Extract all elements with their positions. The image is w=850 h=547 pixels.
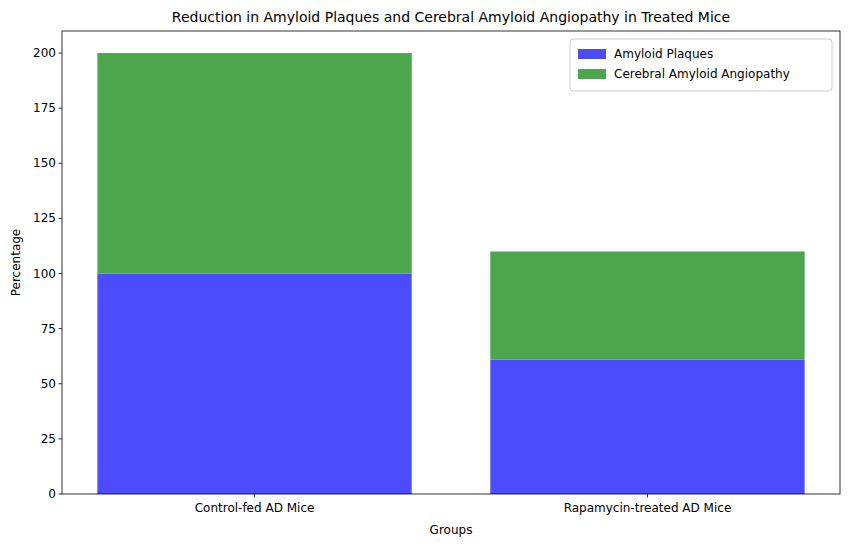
y-tick xyxy=(59,108,63,109)
y-tick xyxy=(59,383,63,384)
title: Reduction in Amyloid Plaques and Cerebra… xyxy=(172,9,730,25)
bar xyxy=(490,251,804,359)
y-axis-label: Percentage xyxy=(9,229,23,297)
x-tick-label: Rapamycin-treated AD Mice xyxy=(564,501,732,515)
y-tick-label: 50 xyxy=(41,377,56,391)
y-tick xyxy=(59,438,63,439)
y-tick xyxy=(59,218,63,219)
y-tick-label: 200 xyxy=(33,46,56,60)
y-tick-label: 75 xyxy=(41,322,56,336)
bar xyxy=(97,53,411,273)
x-axis-label: Groups xyxy=(430,523,473,537)
background xyxy=(0,0,850,547)
y-tick xyxy=(59,328,63,329)
y-tick xyxy=(59,273,63,274)
y-tick xyxy=(59,163,63,164)
bars xyxy=(97,53,804,494)
y-tick-label: 0 xyxy=(48,487,56,501)
y-tick-label: 25 xyxy=(41,432,56,446)
bar xyxy=(490,360,804,494)
y-tick xyxy=(59,494,63,495)
legend-box xyxy=(570,39,832,91)
x-tick xyxy=(254,494,255,498)
bar xyxy=(97,274,411,494)
x-tick-label: Control-fed AD Mice xyxy=(195,501,315,515)
legend-label: Amyloid Plaques xyxy=(614,47,713,61)
legend-swatch xyxy=(578,49,606,59)
plot-frame xyxy=(62,31,840,494)
legend: Amyloid Plaques Cerebral Amyloid Angiopat… xyxy=(570,39,832,91)
y-tick-label: 125 xyxy=(33,211,56,225)
y-tick-label: 175 xyxy=(33,101,56,115)
y-tick-label: 150 xyxy=(33,156,56,170)
legend-label: Cerebral Amyloid Angiopathy xyxy=(614,67,790,81)
chart: 0 25 50 75 100 125 150 175 200 Control-fed AD Mic… xyxy=(0,0,850,547)
x-tick xyxy=(647,494,648,498)
legend-swatch xyxy=(578,69,606,79)
y-tick-label: 100 xyxy=(33,267,56,281)
y-tick xyxy=(59,53,63,54)
